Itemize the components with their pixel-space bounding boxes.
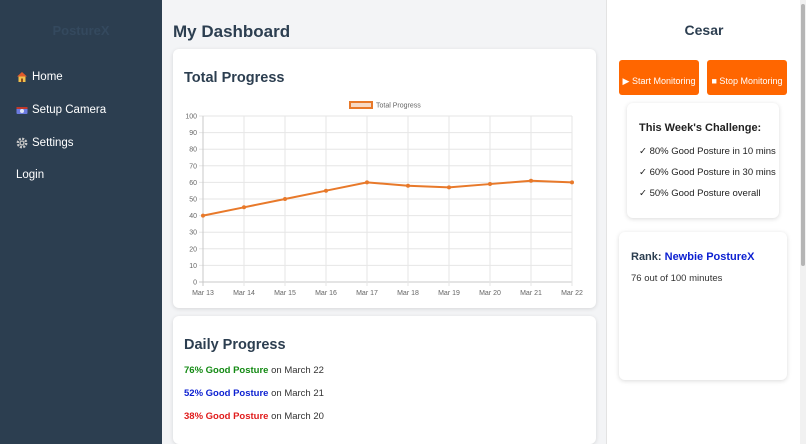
total-progress-title: Total Progress [184,70,285,86]
legend-label: Total Progress [376,103,421,110]
y-tick-label: 50 [189,197,197,204]
challenge-title: This Week's Challenge: [639,122,762,134]
data-point [570,180,574,185]
challenge-item: ✓ 80% Good Posture in 10 mins [639,146,776,157]
daily-entry: 76% Good Posture on March 22 [184,365,324,376]
x-tick-label: Mar 21 [520,290,542,297]
y-tick-label: 80 [189,147,197,154]
y-tick-label: 0 [193,280,197,287]
camera-icon [16,107,28,114]
stop-monitoring-button[interactable]: ■ Stop Monitoring [707,60,787,95]
data-point [406,183,410,188]
rank-progress: 76 out of 100 minutes [631,273,723,284]
daily-progress-title: Daily Progress [184,337,286,353]
x-tick-label: Mar 17 [356,290,378,297]
sidebar: PostureX Home Setup Camera Settings Logi… [0,0,162,444]
x-tick-label: Mar 16 [315,290,337,297]
y-tick-label: 20 [189,246,197,253]
sidebar-item-label: Login [16,169,45,181]
page-title: My Dashboard [173,22,291,41]
daily-progress-card: Daily Progress 76% Good Posture on March… [173,316,596,444]
page-scrollbar[interactable] [800,0,806,444]
data-point [488,182,492,187]
daily-entry: 38% Good Posture on March 20 [184,411,324,422]
challenge-item: ✓ 60% Good Posture in 30 mins [639,167,776,178]
gear-icon [16,137,28,149]
y-tick-label: 70 [189,163,197,170]
sidebar-item-label: Setup Camera [32,104,107,116]
x-tick-label: Mar 20 [479,290,501,297]
daily-date: on March 22 [268,365,324,376]
rank-label: Rank: [631,251,665,263]
rank-value: Newbie PostureX [664,251,755,263]
rank-card: Rank: Newbie PostureX 76 out of 100 minu… [619,232,787,380]
data-point [201,213,205,218]
sidebar-item-label: Home [32,71,63,83]
start-monitoring-button[interactable]: ▶ Start Monitoring [619,60,699,95]
weekly-challenge-card: This Week's Challenge: ✓ 80% Good Postur… [627,103,779,218]
y-tick-label: 10 [189,263,197,270]
data-point [242,205,246,210]
daily-entry: 52% Good Posture on March 21 [184,388,324,399]
y-tick-label: 90 [189,130,197,137]
daily-percent: 52% Good Posture [184,388,269,399]
daily-date: on March 21 [268,388,324,399]
x-tick-label: Mar 19 [438,290,460,297]
data-point [283,197,287,201]
sidebar-item-home[interactable]: Home [16,71,63,83]
y-tick-label: 60 [189,180,197,187]
total-progress-card: Total Progress 0 10 20 30 40 50 60 70 80 90 100 Mar… [173,49,596,308]
series-line [202,179,573,217]
user-name: Cesar [684,22,724,38]
sidebar-item-label: Settings [32,137,74,149]
x-tick-label: Mar 18 [397,290,419,297]
x-tick-label: Mar 15 [274,290,296,297]
x-tick-label: Mar 13 [192,290,214,297]
right-panel: Cesar ▶ Start Monitoring ■ Stop Monitori… [606,0,800,444]
x-tick-label: Mar 14 [233,290,255,297]
legend-swatch [349,101,373,109]
brand-logo: PostureX [52,23,110,38]
challenge-item: ✓ 50% Good Posture overall [639,188,761,199]
rank-line: Rank: Newbie PostureX [631,251,754,263]
total-progress-chart: 0 10 20 30 40 50 60 70 80 90 100 Mar 13 Mar 14 Mar 15… [185,101,583,297]
sidebar-item-login[interactable]: Login [16,169,44,181]
data-point [447,185,451,190]
daily-percent: 76% Good Posture [184,365,269,376]
scrollbar-thumb[interactable] [801,4,805,266]
house-icon [17,72,27,82]
data-point [324,188,328,193]
sidebar-item-setup-camera[interactable]: Setup Camera [16,104,106,116]
data-point [529,178,533,183]
daily-percent: 38% Good Posture [184,411,269,422]
y-tick-label: 40 [189,213,197,220]
daily-date: on March 20 [268,411,324,422]
sidebar-item-settings[interactable]: Settings [16,137,74,149]
x-tick-label: Mar 22 [561,290,583,297]
data-point [365,180,369,185]
y-tick-label: 100 [185,114,197,121]
y-tick-label: 30 [189,230,197,237]
